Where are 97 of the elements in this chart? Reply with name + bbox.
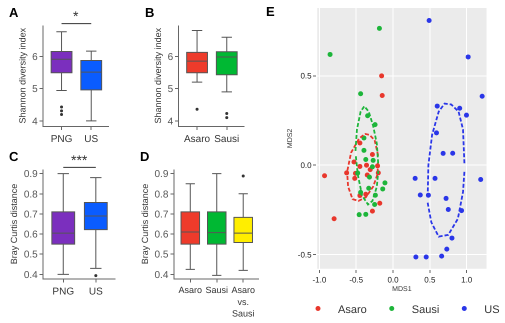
x-tick-label: 1.0 [461, 275, 473, 284]
point [418, 192, 423, 198]
point [444, 196, 449, 201]
chart-title: D [140, 149, 150, 164]
point [328, 52, 333, 57]
y-tick-label: 0.4 [24, 270, 38, 281]
point [363, 212, 368, 217]
point [380, 93, 385, 98]
point [370, 152, 375, 157]
point [352, 176, 358, 181]
point [364, 162, 370, 168]
point [380, 186, 386, 192]
y-axis-title: Shannon diversity index [18, 27, 28, 124]
point [480, 94, 485, 99]
point [450, 150, 456, 156]
x-tick-label: US [88, 286, 104, 298]
chart-title: C [9, 149, 19, 164]
y-tick-label: 0.6 [24, 230, 38, 241]
y-tick-label: 0.8 [24, 189, 38, 200]
point [352, 159, 357, 164]
x-tick-label: Asaro [178, 285, 202, 296]
point [370, 164, 375, 170]
y-tick-label: 0.9 [154, 169, 169, 180]
x-tick-label: Asaro [184, 134, 211, 145]
point [370, 208, 375, 214]
chart-title: B [145, 5, 154, 20]
y-axis-title: Bray Curtis distance [140, 184, 150, 264]
y-axis-title: Bray Curtis distance [9, 184, 20, 264]
point [370, 158, 376, 163]
point [446, 206, 451, 212]
point [440, 150, 446, 156]
point [413, 254, 418, 260]
y-tick-label: 0.8 [154, 189, 169, 200]
x-tick-label: Sausi [214, 134, 240, 145]
point [357, 164, 362, 169]
x-tick-label: 0.0 [387, 275, 400, 284]
point [361, 136, 366, 141]
point [478, 176, 484, 182]
x-tick-label: US [84, 134, 99, 145]
y-tick-label: 0.5 [154, 250, 169, 261]
chart-title: A [9, 5, 19, 20]
point [382, 180, 388, 186]
point [357, 140, 362, 146]
point [376, 26, 382, 31]
point [332, 216, 337, 222]
line-series [426, 102, 466, 198]
point [366, 186, 372, 191]
point [439, 254, 444, 259]
x-tick-label: PNG [52, 286, 74, 298]
chart-title: E [266, 4, 275, 19]
y-tick-label: 6 [168, 52, 174, 63]
point [434, 130, 439, 136]
y-tick-label: 0.5 [300, 72, 312, 81]
legend-label: US [484, 304, 500, 316]
point [372, 202, 378, 207]
point [377, 200, 382, 206]
y-axis-title: Shannon diversity index [153, 27, 164, 124]
y-tick-label: 0.0 [300, 160, 312, 170]
point [358, 91, 364, 96]
y-tick-label: 5 [32, 84, 38, 96]
point [432, 176, 438, 181]
y-tick-label: 0.5 [24, 250, 38, 261]
y-tick-label: 4 [168, 116, 174, 128]
point [424, 254, 429, 260]
y-tick-label: 5 [168, 84, 174, 96]
y-tick-label: 4 [32, 116, 38, 128]
x-tick-label: Asaro vs. Sausi [231, 285, 255, 319]
point [361, 148, 366, 153]
point [434, 104, 440, 109]
x-tick-label: -0.5 [349, 275, 364, 284]
point [356, 212, 362, 218]
y-tick-label: -0.5 [298, 250, 312, 260]
x-tick-label: PNG [50, 134, 73, 145]
y-tick-label: 0.4 [154, 270, 169, 281]
y-tick-label: 6 [32, 52, 38, 63]
point [363, 156, 368, 162]
text: * [73, 8, 79, 24]
legend-label: Sausi [412, 304, 440, 316]
y-tick-label: 0.7 [154, 209, 169, 220]
y-tick-label: 0.6 [154, 230, 169, 241]
y-tick-label: 0.9 [24, 169, 38, 180]
point [344, 170, 350, 176]
point [426, 18, 432, 23]
point [412, 176, 418, 181]
text: *** [71, 152, 88, 168]
legend-label: Asaro [338, 304, 367, 316]
y-tick-label: 0.7 [24, 209, 38, 220]
point [466, 54, 471, 60]
point [322, 173, 328, 178]
point [444, 246, 450, 252]
x-tick-label: 0.5 [424, 275, 436, 284]
point [464, 112, 469, 118]
point [379, 73, 384, 78]
point [449, 236, 454, 241]
x-tick-label: -1.0 [312, 275, 327, 284]
point [457, 106, 462, 111]
x-tick-label: Sausi [205, 285, 228, 296]
